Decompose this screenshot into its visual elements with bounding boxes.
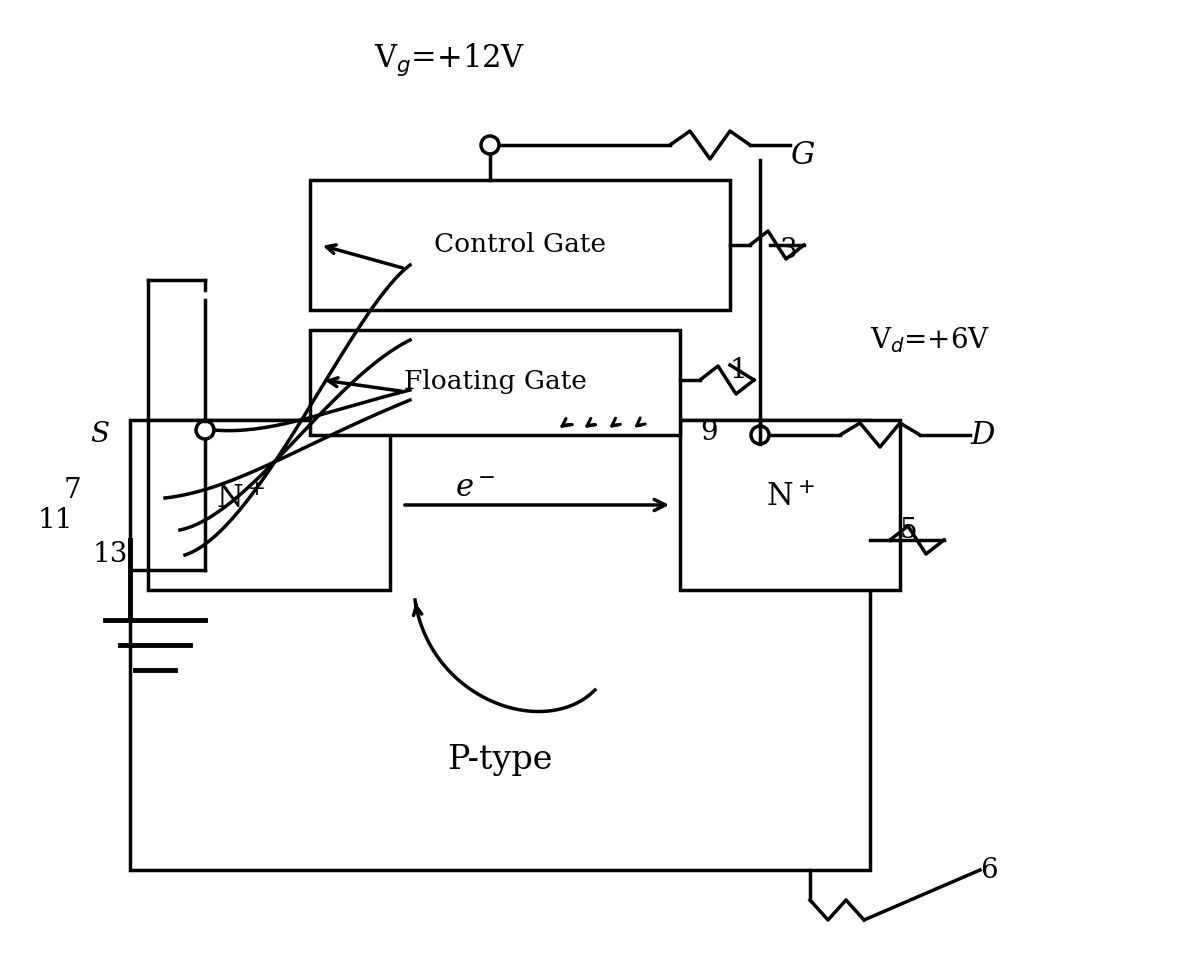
Text: 7: 7 bbox=[63, 477, 81, 503]
Text: 6: 6 bbox=[981, 856, 997, 883]
Text: 3: 3 bbox=[780, 237, 798, 264]
Text: N$^+$: N$^+$ bbox=[766, 482, 814, 513]
Bar bbox=[130, 420, 870, 870]
Text: 1: 1 bbox=[730, 357, 748, 384]
Bar bbox=[310, 180, 730, 310]
Text: P-type: P-type bbox=[447, 744, 552, 776]
Text: 13: 13 bbox=[92, 542, 127, 569]
Bar bbox=[148, 420, 391, 590]
Text: e$^-$: e$^-$ bbox=[455, 473, 496, 503]
Text: D: D bbox=[970, 419, 995, 451]
Text: 9: 9 bbox=[701, 418, 717, 446]
Text: 11: 11 bbox=[38, 506, 73, 533]
Text: S: S bbox=[91, 422, 110, 449]
Text: 5: 5 bbox=[900, 517, 918, 544]
Text: G: G bbox=[789, 139, 814, 171]
Text: V$_d$=+6V: V$_d$=+6V bbox=[870, 325, 990, 355]
Text: V$_g$=+12V: V$_g$=+12V bbox=[374, 41, 526, 79]
Text: Control Gate: Control Gate bbox=[434, 232, 607, 258]
Text: N$^+$: N$^+$ bbox=[216, 484, 264, 516]
Bar bbox=[310, 330, 680, 435]
Bar bbox=[680, 420, 900, 590]
Text: Floating Gate: Floating Gate bbox=[404, 369, 586, 394]
